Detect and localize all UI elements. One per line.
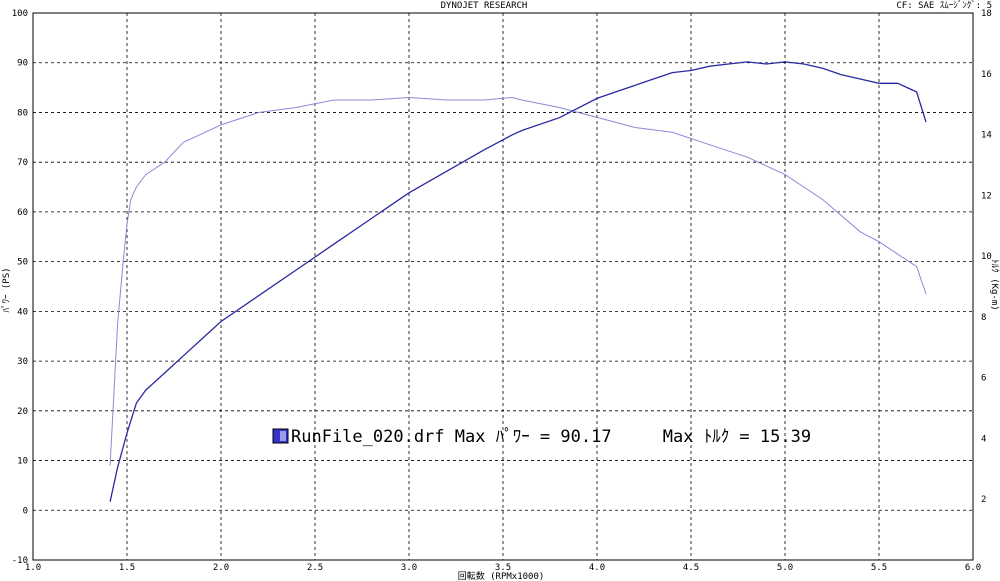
y-left-tick-label: 50: [17, 258, 28, 268]
header-title: DYNOJET RESEARCH: [441, 1, 528, 11]
y-right-tick-label: 6: [981, 374, 986, 384]
y-right-tick-label: 12: [981, 191, 992, 201]
x-tick-label: 1.5: [119, 563, 135, 573]
y-left-tick-label: 20: [17, 407, 28, 417]
y-left-tick-label: 0: [23, 506, 28, 516]
y-left-tick-label: 60: [17, 208, 28, 218]
annotation-swatch-highlight: [280, 431, 286, 441]
plot-frame: [32, 12, 974, 561]
y-right-tick-label: 18: [981, 9, 992, 19]
y-left-axis-title: ﾊﾟﾜｰ (PS): [1, 267, 12, 312]
x-tick-label: 5.0: [777, 563, 793, 573]
y-left-tick-label: 30: [17, 357, 28, 367]
header-correction: CF: SAE ｽﾑｰｼﾞﾝｸﾞ: 5: [896, 0, 992, 11]
y-right-tick-labels: 2 4 6 8 10 12 14 16 18: [981, 9, 992, 505]
y-right-tick-label: 8: [981, 313, 986, 323]
x-tick-label: 1.0: [25, 563, 41, 573]
x-tick-label: 2.5: [307, 563, 323, 573]
y-left-tick-label: 100: [12, 9, 28, 19]
y-left-tick-label: 70: [17, 158, 28, 168]
x-tick-labels: 1.0 1.5 2.0 2.5 3.0 3.5 4.0 4.5 5.0 5.5 6.0: [25, 563, 981, 573]
power-series-line: [109, 61, 927, 502]
x-tick-label: 5.5: [871, 563, 887, 573]
torque-series-line: [109, 96, 927, 466]
y-right-tick-label: 10: [981, 252, 992, 262]
y-left-tick-label: 10: [17, 457, 28, 467]
x-tick-label: 4.0: [589, 563, 605, 573]
y-left-tick-label: 40: [17, 307, 28, 317]
y-right-tick-label: 4: [981, 434, 986, 444]
y-right-axis-title: ﾄﾙｸ (Kg-m): [989, 259, 1000, 310]
x-tick-label: 2.0: [213, 563, 229, 573]
x-tick-label: 3.5: [495, 563, 511, 573]
y-right-tick-label: 14: [981, 131, 992, 141]
annotation-box: RunFile_020.drf Max ﾊﾟﾜｰ = 90.17 Max ﾄﾙｸ…: [272, 427, 811, 447]
x-tick-label: 6.0: [965, 563, 981, 573]
y-right-tick-label: 16: [981, 70, 992, 80]
grid-lines: [33, 13, 973, 560]
y-left-tick-label: 90: [17, 59, 28, 69]
y-right-tick-label: 2: [981, 495, 986, 505]
x-axis-title: 回転数 (RPMx1000): [458, 570, 545, 581]
x-tick-label: 4.5: [683, 563, 699, 573]
y-left-tick-labels: -10 0 10 20 30 40 50 60 70 80 90 100: [12, 9, 28, 566]
annotation-text: RunFile_020.drf Max ﾊﾟﾜｰ = 90.17 Max ﾄﾙｸ…: [291, 427, 811, 447]
y-left-tick-label: 80: [17, 108, 28, 118]
y-left-tick-label: -10: [12, 556, 28, 566]
x-tick-label: 3.0: [401, 563, 417, 573]
